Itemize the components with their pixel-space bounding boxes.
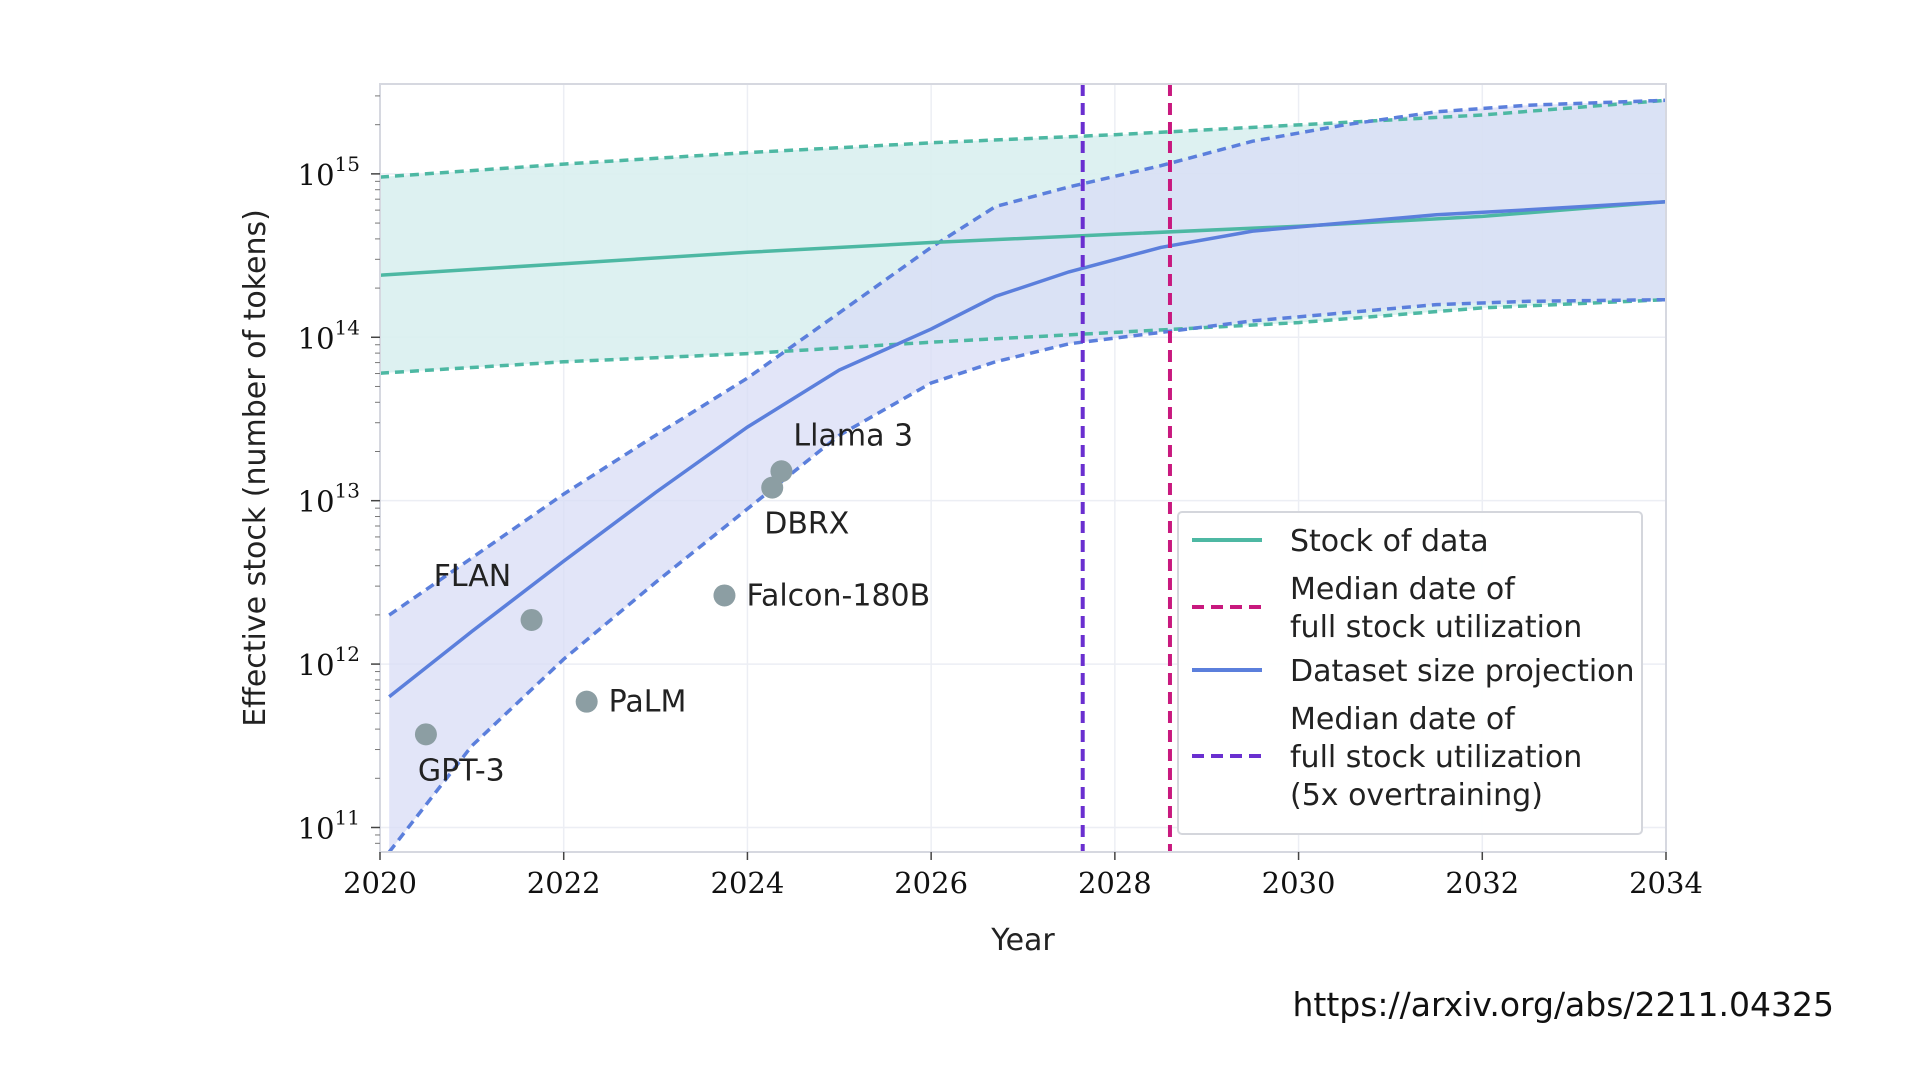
legend-label: Median date of [1290,702,1516,737]
y-tick-base: 10 [298,321,335,355]
y-tick-base: 10 [298,811,335,845]
y-tick-base: 10 [298,158,335,192]
median-date-lines [1080,84,1172,852]
legend-label: Median date of [1290,572,1516,607]
data-point [761,476,784,499]
x-tick-label: 2020 [343,866,417,900]
y-axis-title: Effective stock (number of tokens) [238,209,273,727]
y-tick-exponent: 15 [335,152,360,176]
data-point-label: PaLM [609,685,687,720]
y-tick-exponent: 13 [335,479,360,503]
data-point-label: GPT-3 [418,753,505,788]
legend-label: (5x overtraining) [1290,778,1543,813]
stock-of-data-lower-bound [379,297,1667,375]
y-tick-base: 10 [298,485,335,519]
x-tick-label: 2026 [894,866,968,900]
data-point-label: Falcon-180B [746,578,930,613]
y-tick-base: 10 [298,648,335,682]
data-point [713,584,736,607]
data-point [414,723,437,746]
plot-frame [379,83,1667,853]
y-tick-exponent: 12 [335,642,360,666]
series-lines [379,98,1667,854]
legend-label: Stock of data [1290,524,1489,559]
data-point-label: FLAN [434,559,512,594]
y-tick-exponent: 14 [335,315,360,339]
data-point [575,690,598,713]
x-tick-label: 2024 [711,866,785,900]
x-tick-label: 2030 [1262,866,1336,900]
legend-label: full stock utilization [1290,610,1582,645]
y-tick-label: 1011 [298,805,360,845]
y-tick-label: 1014 [298,315,360,355]
x-tick-label: 2022 [527,866,601,900]
model-points: GPT-3 FLAN PaLM Falcon-180B DBRX Llama 3 [414,418,930,788]
data-point [520,608,543,631]
axes: 2020 2022 2024 2026 2028 2030 2032 203410111012… [298,83,1703,900]
dataset-projection-upper-bound [388,98,1667,617]
x-axis-title: Year [990,923,1055,958]
y-tick-label: 1012 [298,642,360,682]
dataset-projection-lower-bound [387,297,1667,854]
y-tick-label: 1015 [298,152,360,192]
dataset-projection-band [389,100,1667,853]
data-point [770,460,793,483]
dataset-projection-line [388,199,1667,699]
x-tick-label: 2028 [1078,866,1152,900]
x-tick-label: 2034 [1629,866,1703,900]
data-point-label: DBRX [764,507,849,542]
legend-box [1177,511,1643,835]
legend-label: full stock utilization [1290,740,1582,775]
y-tick-exponent: 11 [335,805,360,829]
stock-of-data-line [379,199,1667,277]
source-url[interactable]: https://arxiv.org/abs/2211.04325 [1292,985,1834,1024]
data-point-label: Llama 3 [793,418,913,453]
y-tick-label: 1013 [298,479,360,519]
stock-of-data-upper-bound [379,98,1667,179]
x-tick-label: 2032 [1445,866,1519,900]
legend-label: Dataset size projection [1290,654,1635,689]
